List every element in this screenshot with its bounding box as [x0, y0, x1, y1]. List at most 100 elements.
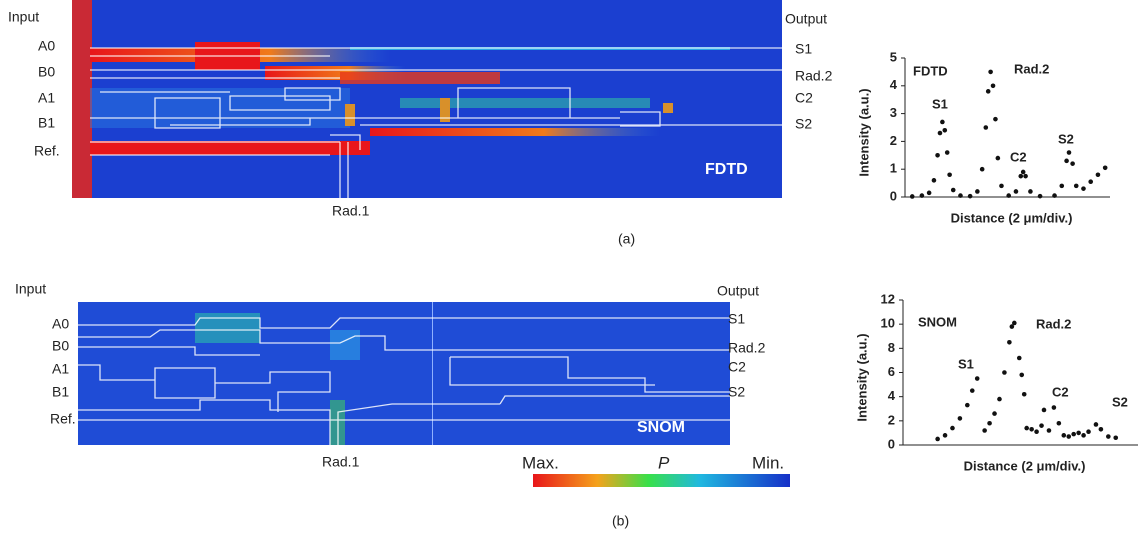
- y-tick-label: 1: [890, 161, 897, 176]
- data-point: [1023, 174, 1028, 179]
- data-point: [1103, 166, 1108, 171]
- data-point: [1047, 428, 1052, 433]
- output-label: Output: [785, 11, 827, 27]
- y-tick-label: 10: [881, 316, 895, 331]
- annotation: C2: [1052, 384, 1069, 399]
- data-point: [1094, 422, 1099, 427]
- figure: Input Output A0 B0 A1 B1 Ref. S1 Rad.2 C…: [0, 0, 1140, 534]
- data-point: [927, 191, 932, 196]
- y-tick-label: 6: [888, 364, 895, 379]
- y-axis-label: Intensity (a.u.): [854, 333, 869, 421]
- data-point: [1067, 150, 1072, 155]
- caption: (a): [618, 231, 635, 247]
- annotation: S1: [958, 356, 974, 371]
- data-point: [1029, 427, 1034, 432]
- y-tick-label: 2: [888, 412, 895, 427]
- port-label: A0: [52, 316, 69, 332]
- data-point: [945, 150, 950, 155]
- data-point: [1021, 170, 1026, 175]
- port-label: S1: [795, 41, 812, 57]
- data-point: [997, 397, 1002, 402]
- data-point: [1007, 340, 1012, 345]
- colorbar-quantity: P: [658, 453, 670, 472]
- data-point: [1081, 433, 1086, 438]
- data-point: [1064, 159, 1069, 164]
- port-label: S1: [728, 311, 745, 327]
- data-point: [1017, 356, 1022, 361]
- data-point: [999, 184, 1004, 189]
- data-point: [991, 84, 996, 89]
- data-point: [975, 189, 980, 194]
- data-point: [951, 188, 956, 193]
- port-label: S2: [795, 116, 812, 132]
- data-point: [1070, 161, 1075, 166]
- data-point: [986, 89, 991, 94]
- data-point: [1076, 431, 1081, 436]
- data-point: [1038, 194, 1043, 199]
- annotation: Rad.2: [1014, 61, 1049, 76]
- y-tick-label: 4: [890, 77, 898, 92]
- data-point: [965, 403, 970, 408]
- annotation: C2: [1010, 149, 1027, 164]
- port-label: A1: [52, 361, 69, 377]
- port-label: S2: [728, 384, 745, 400]
- input-label: Input: [15, 281, 46, 297]
- y-tick-label: 4: [888, 388, 896, 403]
- method-label: SNOM: [637, 419, 685, 436]
- data-point: [938, 131, 943, 136]
- output-label: Output: [717, 283, 759, 299]
- annotation: SNOM: [918, 314, 957, 329]
- data-point: [983, 125, 988, 130]
- port-label: Rad.1: [332, 203, 370, 219]
- x-axis-label: Distance (2 μm/div.): [951, 210, 1073, 225]
- data-point: [943, 433, 948, 438]
- data-point: [1066, 434, 1071, 439]
- port-label: Rad.2: [795, 68, 833, 84]
- data-point: [1059, 184, 1064, 189]
- data-point: [1022, 392, 1027, 397]
- data-point: [982, 428, 987, 433]
- y-tick-label: 12: [881, 291, 895, 306]
- data-point: [1012, 321, 1017, 326]
- data-point: [1002, 370, 1007, 375]
- port-label: B1: [52, 384, 69, 400]
- data-point: [1024, 426, 1029, 431]
- data-point: [947, 172, 952, 177]
- data-point: [1006, 193, 1011, 198]
- data-point: [958, 193, 963, 198]
- port-label: Rad.2: [728, 340, 766, 356]
- y-tick-label: 2: [890, 133, 897, 148]
- data-point: [1028, 189, 1033, 194]
- y-tick-label: 3: [890, 105, 897, 120]
- data-point: [1081, 186, 1086, 191]
- input-label: Input: [8, 9, 39, 25]
- data-point: [968, 194, 973, 199]
- port-label: A0: [38, 38, 55, 54]
- port-label: A1: [38, 90, 55, 106]
- data-point: [910, 194, 915, 199]
- annotation: Rad.2: [1036, 316, 1071, 331]
- colorbar-min: Min.: [752, 453, 784, 472]
- data-point: [1052, 405, 1057, 410]
- data-point: [1018, 174, 1023, 179]
- y-axis-label: Intensity (a.u.): [856, 88, 871, 176]
- data-point: [1106, 434, 1111, 439]
- port-label: B0: [38, 64, 55, 80]
- data-point: [932, 178, 937, 183]
- x-axis-label: Distance (2 μm/div.): [964, 458, 1086, 473]
- y-tick-label: 0: [888, 436, 895, 451]
- y-tick-label: 5: [890, 49, 897, 64]
- data-point: [1113, 435, 1118, 440]
- data-point: [975, 376, 980, 381]
- data-point: [920, 193, 925, 198]
- data-point: [1071, 432, 1076, 437]
- caption: (b): [612, 513, 629, 529]
- y-tick-label: 0: [890, 188, 897, 203]
- port-label: C2: [795, 90, 813, 106]
- data-point: [988, 70, 993, 75]
- data-point: [1039, 423, 1044, 428]
- data-point: [993, 117, 998, 122]
- port-label: Ref.: [34, 143, 60, 159]
- data-point: [942, 128, 947, 133]
- data-point: [1057, 421, 1062, 426]
